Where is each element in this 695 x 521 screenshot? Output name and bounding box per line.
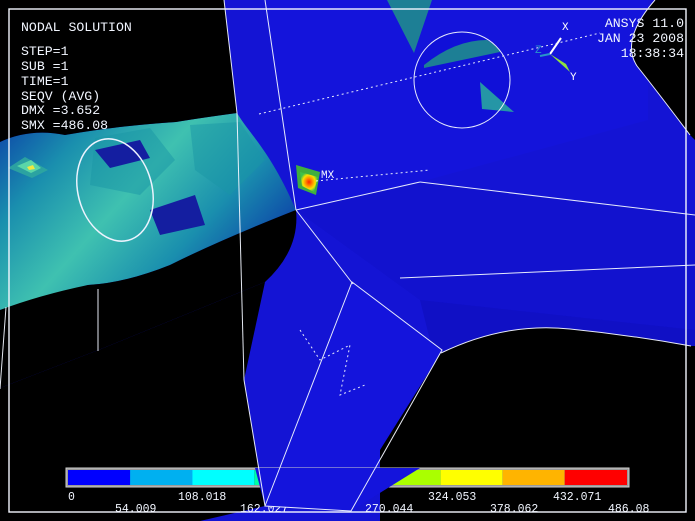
svg-text:ANSYS 11.0: ANSYS 11.0 (605, 16, 684, 31)
svg-text:108.018: 108.018 (178, 491, 226, 504)
svg-text:Y: Y (570, 72, 577, 84)
svg-text:324.053: 324.053 (428, 491, 476, 504)
svg-text:270.044: 270.044 (365, 503, 413, 516)
svg-text:STEP=1: STEP=1 (21, 44, 69, 59)
svg-text:486.08: 486.08 (608, 503, 650, 516)
svg-text:X: X (562, 22, 569, 34)
svg-text:378.062: 378.062 (490, 503, 538, 516)
svg-text:SMX =486.08: SMX =486.08 (21, 118, 108, 133)
svg-text:0: 0 (68, 491, 75, 504)
svg-text:432.071: 432.071 (553, 491, 601, 504)
svg-text:18:38:34: 18:38:34 (621, 46, 684, 61)
svg-text:NODAL SOLUTION: NODAL SOLUTION (21, 20, 132, 35)
svg-text:DMX =3.652: DMX =3.652 (21, 103, 100, 118)
svg-text:TIME=1: TIME=1 (21, 74, 69, 89)
svg-text:SEQV (AVG): SEQV (AVG) (21, 89, 100, 104)
svg-text:JAN 23 2008: JAN 23 2008 (597, 31, 684, 46)
svg-text:SUB =1: SUB =1 (21, 59, 69, 74)
svg-text:54.009: 54.009 (115, 503, 157, 516)
svg-text:Z: Z (535, 45, 542, 57)
